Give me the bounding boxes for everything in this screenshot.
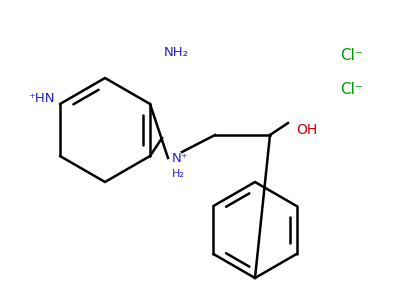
Text: Cl⁻: Cl⁻ [340, 47, 363, 62]
Text: OH: OH [296, 123, 317, 137]
Text: N⁺: N⁺ [172, 152, 189, 164]
Text: ⁺HN: ⁺HN [28, 92, 54, 104]
Text: NH₂: NH₂ [164, 46, 189, 59]
Text: Cl⁻: Cl⁻ [340, 82, 363, 98]
Text: H₂: H₂ [172, 169, 185, 179]
